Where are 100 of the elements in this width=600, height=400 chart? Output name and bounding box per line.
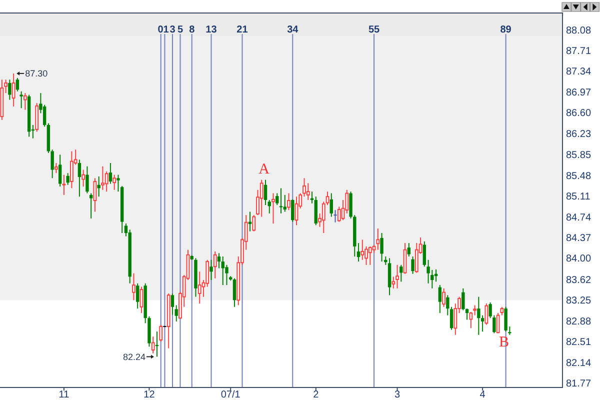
x-tick-label: 07/1 [220,390,241,400]
candlestick [217,252,221,269]
y-tick-label: 85.48 [566,170,592,182]
y-tick-label: 83.25 [566,296,592,307]
candlestick [287,192,290,211]
candlestick [174,304,178,322]
candlestick [70,150,74,189]
x-tick-label: 4 [480,390,486,400]
candlestick [264,179,268,206]
candlestick [20,90,23,109]
candlestick [232,278,236,308]
candlestick [260,179,264,218]
candlestick [62,174,66,196]
candlestick [210,259,213,281]
candlestick [132,272,136,301]
candlestick [12,72,16,107]
y-tick-label: 84.37 [566,232,592,244]
candlestick [213,250,217,279]
candlestick [140,286,144,314]
candlestick [438,284,442,314]
candlestick [422,240,426,268]
candlestick [151,336,155,354]
y-tick-label: 85.85 [566,150,592,162]
candlestick [78,159,82,198]
candlestick [112,174,116,190]
y-tick-label: 87.71 [566,46,592,58]
y-tick-label: 81.77 [566,378,592,390]
candlestick [54,162,58,174]
candlestick [89,192,93,219]
y-tick-label: 83.62 [566,274,592,286]
candlestick [360,239,364,260]
x-tick-label: 3 [394,390,400,400]
candlestick [473,304,476,316]
x2-tick-label: 55 [368,24,380,36]
candlestick [477,296,480,336]
y-tick-label: 87.34 [566,66,592,78]
candlestick [330,192,333,218]
candlestick [333,210,338,223]
candlestick [35,102,39,132]
candlestick [198,271,202,304]
x2-tick-label: 0 [158,24,164,36]
candlestick [252,214,256,232]
annotation: 87.30 [25,68,48,79]
x2-tick-label: 89 [500,24,512,36]
candlestick [368,246,372,266]
y-tick-label: 84.74 [566,212,592,224]
annotation: A [258,161,270,178]
annotation: 82.24 [122,352,146,362]
candlestick [101,166,104,190]
candlestick [97,176,100,198]
candlestick [356,242,360,262]
x-tick-label: 11 [58,390,70,400]
candlestick [221,256,224,286]
candlestick [283,194,286,212]
x2-tick-label: 3 [170,24,176,36]
candlestick [411,256,414,274]
x2-tick-label: 5 [177,24,184,36]
x2-tick-label: 1 [163,24,170,36]
candlestick [86,166,89,194]
candlestick [170,292,174,316]
y-tick-label: 84.00 [566,254,592,265]
candlestick [484,303,488,326]
candlestick [136,282,140,310]
candlestick [392,276,396,289]
y-tick-label: 86.60 [566,108,592,120]
candlestick [108,162,112,184]
candlestick [66,172,70,186]
candlestick [504,306,508,332]
candlestick [16,77,20,92]
candlestick [8,79,12,100]
candlestick [400,264,403,282]
x2-tick-label: 8 [189,24,196,36]
candlestick [469,311,473,329]
candlestick [291,198,294,222]
candlestick [104,170,108,192]
y-tick-label: 86.97 [566,87,592,98]
x-tick-label: 12 [144,390,156,400]
x2-tick-label: 34 [287,24,299,36]
candlestick [42,104,46,128]
x2-tick-label: 21 [236,24,248,36]
x-tick-label: 2 [313,390,320,400]
candlestick [82,169,86,188]
candlestick [58,154,62,188]
x2-tick-label: 13 [206,24,218,36]
y-tick-label: 88.08 [566,25,592,36]
candlestick [93,178,97,212]
candlestick [276,192,279,206]
y-tick-label: 82.14 [566,358,592,369]
candlestick [116,174,120,192]
candlestick [272,192,275,224]
y-tick-label: 85.11 [566,192,591,203]
candlestick [159,324,163,342]
candlestick [23,92,27,110]
y-tick-label: 86.23 [566,128,592,140]
candlestick [442,288,446,308]
y-tick-label: 82.51 [566,337,592,348]
candlestick [407,242,411,258]
candlestick [396,264,399,289]
candlestick [268,199,271,214]
candlestick [376,228,380,250]
